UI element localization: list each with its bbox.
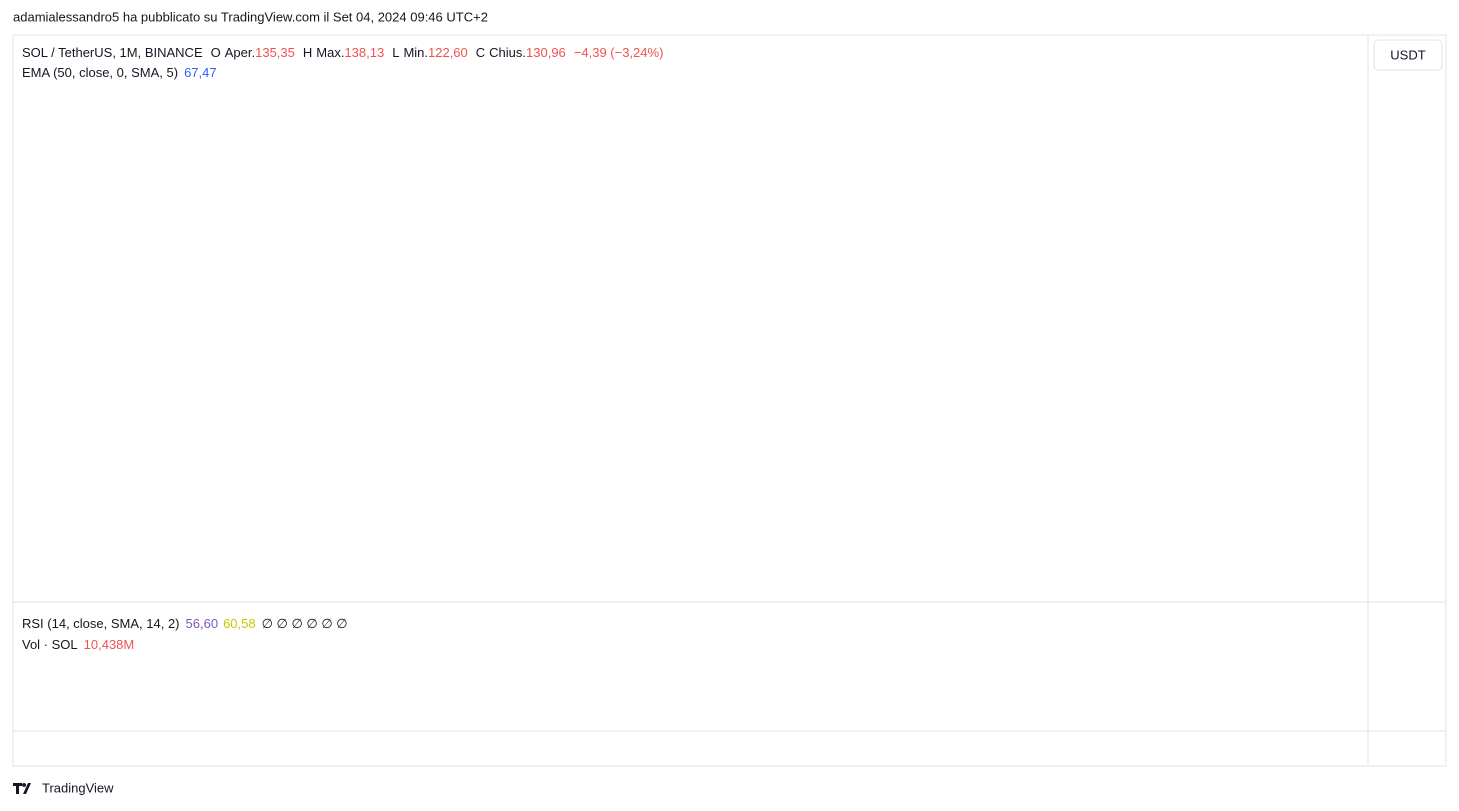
currency-button-label[interactable]: USDT (1390, 47, 1425, 62)
publish-note: adamialessandro5 ha pubblicato su Tradin… (13, 9, 488, 24)
legend-item: ∅ ∅ ∅ ∅ ∅ ∅ (262, 616, 348, 631)
legend-row: SOL / TetherUS, 1M, BINANCE O Aper.135,35 H… (22, 45, 663, 60)
legend-row: Vol · SOL 10,438M (22, 637, 134, 652)
footer-logo: TradingView (13, 780, 114, 795)
legend-item: O (211, 45, 221, 60)
legend-item: 67,47 (184, 65, 217, 80)
legend-item: EMA (50, close, 0, SMA, 5) (22, 65, 178, 80)
frame (12, 34, 1447, 767)
legend-item: 122,60 (428, 45, 468, 60)
legend-item: Max. (316, 45, 344, 60)
footer-brand: TradingView (42, 780, 114, 795)
currency-button[interactable] (1373, 39, 1443, 71)
legend-item: H (303, 45, 312, 60)
legend-item: 138,13 (344, 45, 384, 60)
legend-item: −4,39 (−3,24%) (574, 45, 664, 60)
legend-item: SOL / TetherUS, 1M, BINANCE (22, 45, 203, 60)
legend-item: 56,60 (186, 616, 219, 631)
legend-row: RSI (14, close, SMA, 14, 2) 56,60 60,58 ∅ ∅… (22, 616, 348, 631)
legend-item: L (392, 45, 399, 60)
legend-item: 60,58 (223, 616, 256, 631)
legend-row: EMA (50, close, 0, SMA, 5) 67,47 (22, 65, 217, 80)
legend-item: Aper. (225, 45, 255, 60)
legend-item: 10,438M (84, 637, 135, 652)
legend-item: Min. (403, 45, 428, 60)
legend-item: 135,35 (255, 45, 295, 60)
legend-item: Chius. (489, 45, 526, 60)
legend-item: Vol · SOL (22, 637, 78, 652)
logo-icon (13, 783, 31, 794)
legend-item: C (476, 45, 485, 60)
legend-item: RSI (14, close, SMA, 14, 2) (22, 616, 180, 631)
legend-item: 130,96 (526, 45, 566, 60)
